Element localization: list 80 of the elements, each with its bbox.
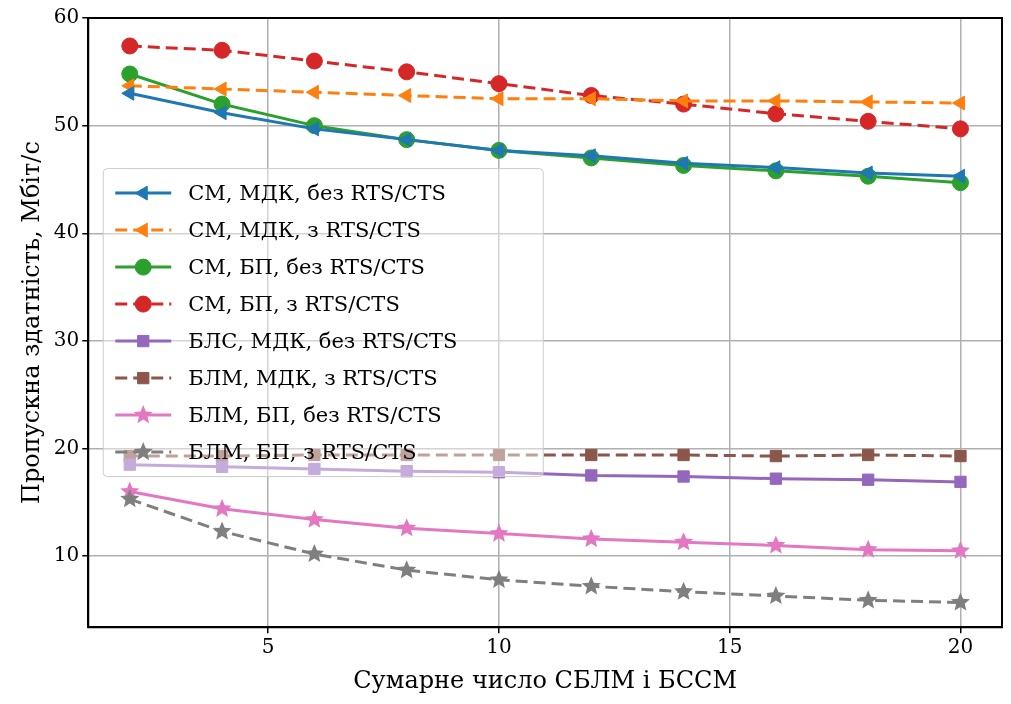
point [492,466,506,479]
point [582,91,596,107]
point [212,521,232,540]
y-tick-label: 30 [53,327,80,352]
x-tick-label: 10 [486,634,512,659]
point [858,539,878,558]
point [305,84,319,100]
point [121,65,139,83]
point [213,105,227,121]
point [581,528,601,548]
point [585,448,598,462]
point [769,472,783,485]
point [489,569,509,588]
point [121,37,139,55]
point [400,464,413,478]
legend-label: СМ, БП, без RTS/CTS [188,254,425,279]
point [582,148,596,164]
point [213,81,227,97]
point [305,52,323,70]
x-tick-label: 15 [716,634,743,659]
legend-label: БЛС, МДК, без RTS/CTS [188,328,458,353]
x-tick-label: 20 [947,634,974,659]
point [674,581,694,600]
point [954,449,967,463]
point [675,93,689,109]
legend-label: СМ, МДК, без RTS/CTS [188,180,446,205]
x-tick-label: 5 [261,634,275,659]
point [398,88,412,103]
point [489,523,509,542]
point [585,469,598,482]
point [766,585,786,605]
legend-label: БЛМ, БП, з RTS/CTS [188,439,417,464]
point [398,132,412,148]
point [490,91,504,107]
x-axis-title: Сумарне число СБЛМ і БССМ [353,665,738,694]
point [767,93,781,109]
point [305,121,319,137]
point [677,470,690,483]
point [769,449,783,463]
point [675,155,689,171]
point [308,462,321,476]
y-tick-label: 60 [53,4,80,29]
y-tick-label: 20 [53,434,80,459]
point [950,592,970,611]
point [397,560,417,579]
point [398,63,416,81]
point [123,458,136,471]
point [213,41,231,59]
point [121,85,135,101]
point [767,160,781,176]
point [397,518,417,537]
point [954,475,967,489]
point [677,448,690,462]
point [490,75,508,93]
legend-label: БЛМ, БП, без RTS/CTS [188,402,442,427]
y-axis-title: Пропускна здатність, Мбіт/с [16,141,45,505]
legend-label: СМ, МДК, з RTS/CTS [188,217,421,242]
point [304,544,324,563]
point [859,112,877,130]
point [858,590,878,609]
point [862,448,875,462]
point [304,509,324,528]
y-tick-label: 10 [53,542,80,567]
point [120,489,140,508]
point [766,535,786,554]
y-tick-label: 40 [53,219,80,244]
point [674,532,694,551]
point [212,498,232,517]
point [950,540,970,559]
point [767,105,785,123]
point [859,165,873,181]
point [951,120,969,138]
point [490,142,504,158]
point [859,94,873,110]
y-tick-label: 50 [53,111,80,136]
legend-label: СМ, БП, з RTS/CTS [188,291,400,316]
point [492,448,506,462]
point [581,576,601,595]
legend-label: БЛМ, МДК, з RTS/CTS [188,365,438,390]
point [862,473,875,486]
